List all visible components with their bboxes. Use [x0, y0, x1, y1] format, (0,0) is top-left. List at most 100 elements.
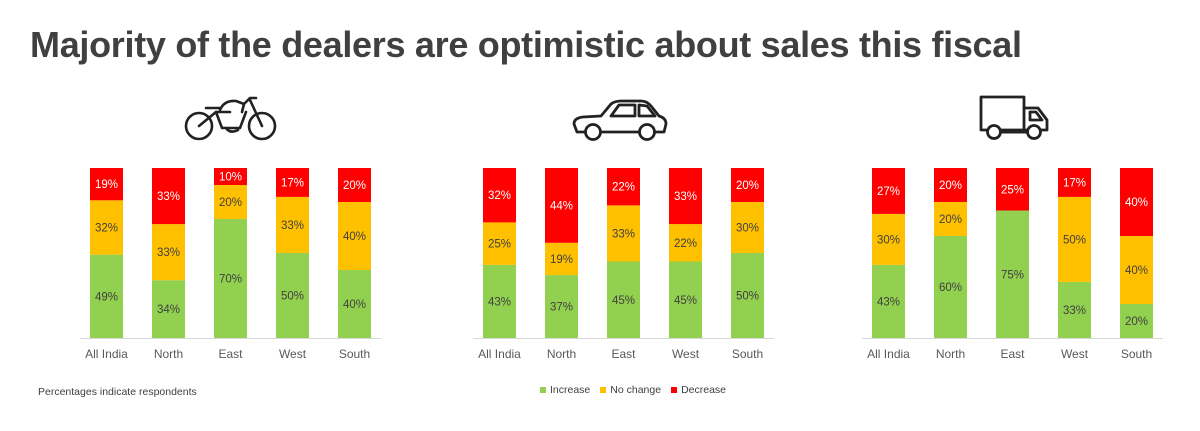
legend-label-increase: Increase [550, 384, 591, 396]
data-label: 45% [674, 295, 697, 307]
data-label: 32% [488, 190, 511, 202]
bar-decrease [152, 168, 185, 225]
motorcycle-icon [184, 96, 277, 141]
data-label: 75% [1001, 269, 1024, 281]
bar-no-change [545, 242, 578, 276]
truck-icon [979, 95, 1049, 140]
data-label: 22% [674, 238, 697, 250]
legend-item-increase: Increase [540, 384, 590, 396]
data-label: 17% [281, 177, 304, 189]
bar-increase [872, 264, 905, 338]
bar-increase [996, 210, 1029, 338]
data-label: 49% [95, 291, 118, 303]
bar-increase [276, 253, 309, 338]
bar-decrease [996, 168, 1029, 211]
bar-increase [90, 254, 123, 338]
data-label: 22% [612, 182, 635, 194]
tick-label: North [154, 347, 183, 361]
tick-label: South [732, 347, 763, 361]
legend-swatch-increase [540, 387, 546, 393]
data-label: 40% [1125, 265, 1148, 277]
bar-no-change [731, 202, 764, 253]
data-label: 50% [281, 291, 304, 303]
bar-no-change [90, 200, 123, 255]
footnote: Percentages indicate respondents [38, 386, 197, 398]
bar-no-change [607, 205, 640, 262]
tick-label: South [1121, 347, 1152, 361]
bar-increase [483, 264, 516, 338]
data-label: 20% [343, 180, 366, 192]
data-label: 20% [939, 180, 962, 192]
chart-3: 43% 30% 27% All India 60% 20% 20% North 75% 25% Ea… [862, 168, 1163, 361]
tick-label: North [547, 347, 576, 361]
bar-no-change [934, 202, 967, 236]
bar-decrease [607, 168, 640, 206]
tick-label: All India [478, 347, 521, 361]
legend-item-no-change: No change [600, 384, 661, 396]
data-label: 40% [1125, 197, 1148, 209]
tick-label: All India [867, 347, 910, 361]
data-label: 43% [488, 296, 511, 308]
bar-increase [669, 261, 702, 338]
data-label: 34% [157, 304, 180, 316]
data-label: 33% [281, 220, 304, 232]
data-label: 19% [550, 254, 573, 266]
bar-decrease [214, 168, 247, 185]
bar-no-change [872, 213, 905, 265]
tick-label: West [1061, 347, 1089, 361]
bar-decrease [872, 168, 905, 214]
bar-increase [934, 236, 967, 338]
chart-1: 49% 32% 19% All India 34% 33% 33% North 70% 20% 10… [80, 168, 381, 361]
bar-no-change [1120, 236, 1153, 304]
data-label: 10% [219, 172, 242, 184]
bar-decrease [338, 168, 371, 202]
chart-2: 43% 25% 32% All India 37% 19% 44% North 45% 33% 22… [473, 168, 774, 361]
data-label: 40% [343, 231, 366, 243]
data-label: 44% [550, 200, 573, 212]
bar-decrease [1120, 168, 1153, 236]
page-title: Majority of the dealers are optimistic a… [30, 24, 1022, 65]
bar-no-change [276, 196, 309, 253]
tick-label: East [218, 347, 243, 361]
bar-increase [1058, 281, 1091, 338]
data-label: 19% [95, 179, 118, 191]
tick-label: East [1000, 347, 1025, 361]
bar-increase [731, 253, 764, 338]
data-label: 45% [612, 295, 635, 307]
bar-decrease [669, 168, 702, 225]
bar-decrease [934, 168, 967, 202]
data-label: 37% [550, 302, 573, 314]
data-label: 33% [612, 228, 635, 240]
data-label: 20% [736, 180, 759, 192]
data-label: 43% [877, 296, 900, 308]
data-label: 70% [219, 274, 242, 286]
data-label: 33% [157, 191, 180, 203]
data-label: 33% [674, 191, 697, 203]
data-label: 50% [736, 291, 759, 303]
tick-label: All India [85, 347, 128, 361]
legend: Increase No change Decrease [540, 384, 726, 396]
data-label: 25% [1001, 184, 1024, 196]
legend-label-no-change: No change [610, 384, 662, 396]
bar-decrease [276, 168, 309, 197]
bar-no-change [483, 222, 516, 265]
data-label: 27% [877, 186, 900, 198]
bar-decrease [483, 168, 516, 223]
data-label: 33% [1063, 305, 1086, 317]
data-label: 20% [939, 214, 962, 226]
tick-label: East [611, 347, 636, 361]
data-label: 30% [736, 223, 759, 235]
legend-item-decrease: Decrease [671, 384, 726, 396]
data-label: 50% [1063, 234, 1086, 246]
bar-decrease [90, 168, 123, 201]
data-label: 32% [95, 223, 118, 235]
tick-label: West [279, 347, 307, 361]
data-label: 17% [1063, 177, 1086, 189]
legend-swatch-no-change [600, 387, 607, 393]
data-label: 60% [939, 282, 962, 294]
bar-decrease [545, 168, 578, 243]
bar-increase [545, 275, 578, 338]
bar-no-change [152, 224, 185, 281]
car-icon [572, 99, 668, 141]
